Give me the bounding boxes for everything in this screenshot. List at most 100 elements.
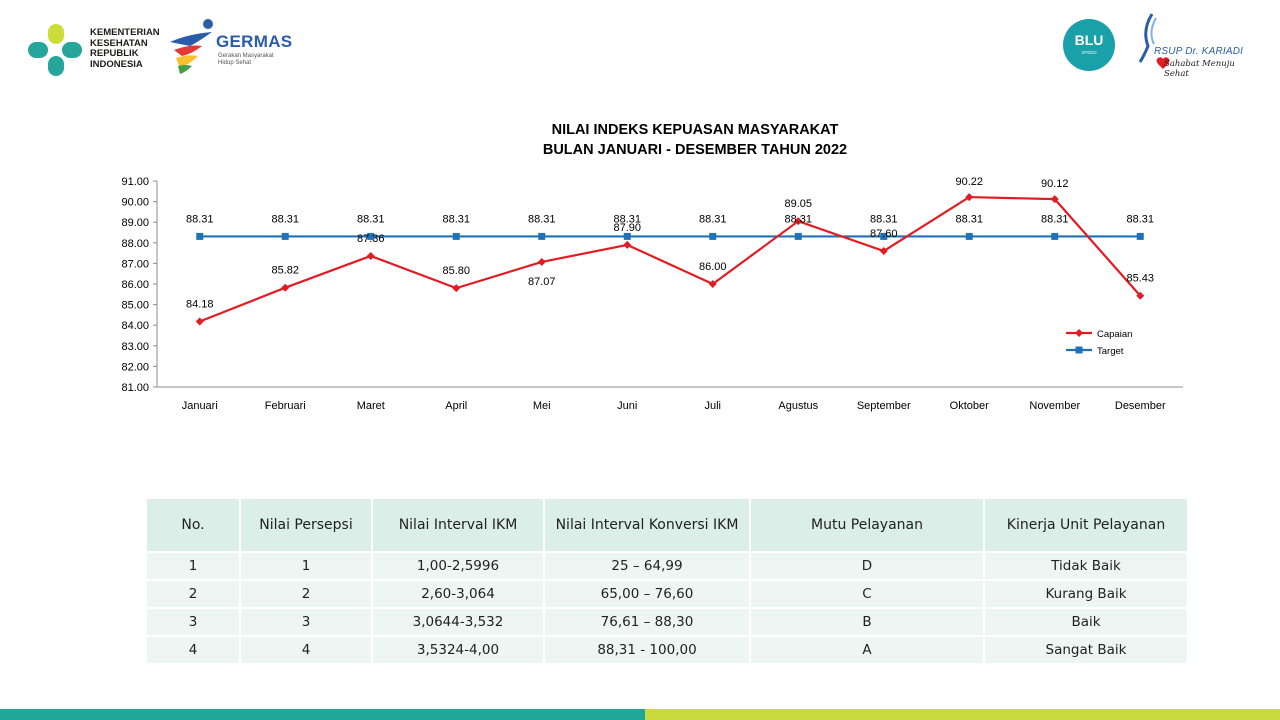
capaian-data-label: 87.36 (357, 233, 385, 245)
capaian-point-marker (708, 280, 717, 288)
capaian-point-marker (879, 247, 888, 256)
chart-legend: Capaian Target (1066, 329, 1132, 357)
x-tick-label: Februari (265, 400, 306, 412)
ikm-category-table: No. Nilai Persepsi Nilai Interval IKM Ni… (145, 497, 1189, 665)
table-cell: 25 – 64,99 (543, 551, 751, 581)
target-point-marker (1051, 232, 1059, 240)
table-cell: 3,0644-3,532 (371, 607, 545, 637)
table-row: 3 3 3,0644-3,532 76,61 – 88,30 B Baik (145, 607, 1189, 637)
x-tick-label: November (1029, 400, 1080, 412)
x-tick-label: Agustus (778, 400, 818, 412)
target-point-marker (196, 232, 204, 240)
kariadi-tagline: Sahabat Menuju Sehat (1164, 59, 1235, 79)
table-cell: 88,31 - 100,00 (543, 635, 751, 665)
table-cell: Tidak Baik (983, 551, 1189, 581)
target-data-label: 88.31 (870, 213, 898, 225)
series-line-capaian (199, 195, 1142, 323)
table-cell: 1,00-2,5996 (371, 551, 545, 581)
capaian-data-label: 85.80 (442, 265, 470, 277)
capaian-point-marker (281, 283, 290, 292)
target-point-marker (281, 232, 289, 240)
capaian-point-marker (452, 284, 461, 293)
table-cell: 2 (239, 579, 373, 609)
chart-title-line-1: NILAI INDEKS KEPUASAN MASYARAKAT (551, 122, 839, 138)
target-data-label: 88.31 (528, 213, 556, 225)
header-kinerja-unit: Kinerja Unit Pelayanan (983, 497, 1189, 553)
target-data-label: 88.31 (1041, 213, 1069, 225)
x-tick-label: Januari (182, 400, 218, 412)
target-data-label: 88.31 (613, 213, 641, 225)
target-point-marker (965, 232, 973, 240)
table-row: 1 1 1,00-2,5996 25 – 64,99 D Tidak Baik (145, 551, 1189, 581)
target-data-label: 88.31 (271, 213, 299, 225)
capaian-data-label: 87.07 (528, 276, 556, 288)
capaian-data-label: 85.43 (1126, 273, 1154, 285)
capaian-point-marker (537, 257, 546, 266)
table-cell: Kurang Baik (983, 579, 1189, 609)
x-tick-label: Juli (704, 400, 721, 412)
capaian-point-marker (366, 251, 375, 260)
footer-bar-teal (0, 709, 645, 720)
x-tick-label: April (445, 400, 467, 412)
capaian-data-label: 87.60 (870, 228, 898, 240)
x-tick-label: Juni (617, 400, 637, 412)
y-tick-label: 83.00 (121, 341, 149, 353)
table-cell: 2,60-3,064 (371, 579, 545, 609)
target-point-marker (1136, 232, 1144, 240)
y-tick-label: 88.00 (121, 238, 149, 250)
table-cell: 4 (239, 635, 373, 665)
target-point-marker (367, 232, 375, 240)
blu-subtext: SPEED (1081, 50, 1097, 55)
x-tick-label: Desember (1115, 400, 1166, 412)
capaian-data-label: 90.22 (955, 176, 983, 188)
capaian-data-label: 86.00 (699, 261, 727, 273)
table-cell: C (749, 579, 985, 609)
y-tick-label: 91.00 (121, 176, 149, 188)
kemenkes-emblem-icon (28, 24, 82, 76)
y-tick-label: 90.00 (121, 197, 149, 209)
target-point-marker (452, 232, 460, 240)
table-header-row: No. Nilai Persepsi Nilai Interval IKM Ni… (145, 497, 1189, 553)
rsup-kariadi-logo: RSUP Dr. KARIADI Sahabat Menuju Sehat (1134, 10, 1259, 79)
table-cell: D (749, 551, 985, 581)
target-point-marker (880, 232, 888, 240)
capaian-data-label: 87.90 (613, 222, 641, 234)
table-cell: 76,61 – 88,30 (543, 607, 751, 637)
target-point-marker (623, 232, 631, 240)
blu-wordmark: BLU (1074, 32, 1104, 48)
table-cell: A (749, 635, 985, 665)
x-axis-ticks: Januari Februari Maret April Mei Juni Juli Agus… (182, 400, 1166, 412)
germas-tagline: Gerakan Masyarakat Hidup Sehat (218, 53, 274, 66)
table-cell: Sangat Baik (983, 635, 1189, 665)
table-cell: B (749, 607, 985, 637)
y-tick-label: 81.00 (121, 382, 149, 394)
chart-title-line-2: BULAN JANUARI - DESEMBER TAHUN 2022 (542, 142, 848, 158)
germas-wordmark: GERMAS (216, 32, 293, 51)
germas-figure-icon (170, 19, 213, 74)
target-point-marker (709, 232, 717, 240)
y-tick-label: 85.00 (121, 300, 149, 312)
capaian-point-marker (195, 317, 204, 326)
target-point-marker (794, 232, 802, 240)
chart-series (195, 193, 1145, 326)
table-row: 4 4 3,5324-4,00 88,31 - 100,00 A Sangat … (145, 635, 1189, 665)
capaian-point-marker (794, 217, 803, 226)
capaian-point-marker (1136, 291, 1145, 300)
legend-marker-target (1075, 346, 1083, 354)
target-data-label: 88.31 (1126, 213, 1154, 225)
header-nilai-persepsi: Nilai Persepsi (239, 497, 373, 553)
table-cell: 1 (239, 551, 373, 581)
y-axis-ticks: 81.00 82.00 83.00 84.00 85.00 86.00 87.00 88.00… (121, 176, 157, 394)
header-no: No. (145, 497, 241, 553)
target-point-marker (538, 232, 546, 240)
target-data-label: 88.31 (784, 213, 812, 225)
target-data-label: 88.31 (186, 213, 214, 225)
y-tick-label: 82.00 (121, 361, 149, 373)
capaian-data-label: 90.12 (1041, 178, 1069, 190)
capaian-data-label: 89.05 (784, 198, 812, 210)
footer-bar-lime (645, 709, 1280, 720)
capaian-point-marker (965, 193, 974, 202)
ikm-line-chart: 81.00 82.00 83.00 84.00 85.00 86.00 87.00 88.00… (121, 176, 1183, 412)
x-tick-label: September (857, 400, 911, 412)
header-nilai-interval-ikm: Nilai Interval IKM (371, 497, 545, 553)
